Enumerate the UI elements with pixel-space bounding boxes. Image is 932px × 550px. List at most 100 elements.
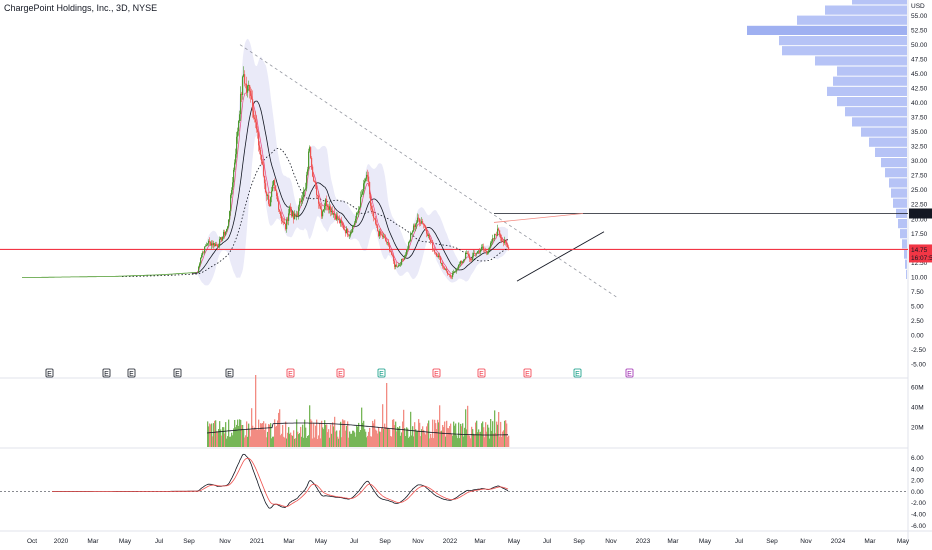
candle-body bbox=[331, 211, 333, 212]
candle-body bbox=[428, 234, 430, 237]
volume-bar bbox=[469, 435, 471, 447]
volume-bar bbox=[364, 429, 366, 447]
volume-bar bbox=[372, 420, 374, 447]
candle-body bbox=[216, 244, 218, 245]
volume-bar bbox=[283, 436, 285, 447]
volume-bar bbox=[297, 431, 299, 447]
candle-body bbox=[262, 161, 264, 165]
candle-body bbox=[357, 212, 359, 214]
candle-body bbox=[299, 201, 301, 207]
candle-body bbox=[420, 222, 422, 224]
volume-bar bbox=[426, 426, 428, 447]
candle-body bbox=[438, 255, 440, 257]
volume-bar bbox=[313, 422, 315, 447]
volume-bar bbox=[434, 419, 436, 447]
candle-body bbox=[426, 229, 428, 234]
candle-body bbox=[208, 240, 210, 244]
volume-bar bbox=[476, 420, 478, 447]
candle-body bbox=[459, 263, 461, 265]
volume-bar bbox=[292, 435, 294, 447]
volume-bar bbox=[290, 432, 292, 447]
volume-profile-bar bbox=[861, 127, 907, 137]
volume-bar bbox=[444, 421, 446, 447]
volume-bar bbox=[295, 438, 297, 447]
volume-bar bbox=[232, 435, 234, 447]
moving-average-solid bbox=[191, 100, 509, 274]
candle-body bbox=[416, 222, 418, 225]
candle-body bbox=[330, 206, 332, 212]
volume-bar bbox=[391, 436, 393, 447]
volume-profile-bar bbox=[845, 107, 907, 117]
volume-bar bbox=[451, 433, 453, 447]
candle-body bbox=[207, 243, 209, 245]
candle-body bbox=[392, 254, 394, 256]
volume-bar bbox=[210, 424, 212, 447]
volume-bar bbox=[353, 430, 355, 447]
volume-bar bbox=[437, 419, 439, 447]
candle-body bbox=[467, 253, 469, 254]
candle-body bbox=[225, 231, 227, 235]
time-tick-label: 2022 bbox=[443, 538, 458, 545]
volume-bar bbox=[278, 412, 280, 447]
candle-body bbox=[341, 220, 343, 224]
time-tick-label: 2024 bbox=[831, 538, 846, 545]
volume-bar bbox=[374, 419, 376, 447]
volume-bar bbox=[457, 438, 459, 447]
time-tick-label: Sep bbox=[573, 538, 585, 545]
price-tick-label: 2.50 bbox=[911, 318, 924, 325]
volume-bar bbox=[369, 427, 371, 447]
volume-bar bbox=[379, 431, 381, 447]
volume-bar bbox=[484, 437, 486, 447]
candle-body bbox=[371, 205, 373, 209]
volume-bar bbox=[366, 437, 368, 447]
candle-body bbox=[498, 228, 500, 231]
candle-body bbox=[472, 255, 474, 260]
volume-bar bbox=[455, 423, 457, 447]
time-tick-label: Jul bbox=[543, 538, 552, 545]
volume-bar bbox=[252, 425, 254, 447]
volume-bar bbox=[347, 421, 349, 447]
candle-body bbox=[230, 195, 232, 212]
volume-bar bbox=[387, 428, 389, 447]
candle-body bbox=[257, 129, 259, 133]
price-tick-label: 27.50 bbox=[911, 173, 928, 180]
volume-bar bbox=[498, 412, 500, 447]
volume-bar bbox=[470, 438, 472, 447]
volume-bar bbox=[244, 437, 246, 447]
volume-bar bbox=[245, 435, 247, 447]
volume-bar bbox=[500, 421, 502, 447]
candle-body bbox=[337, 215, 339, 220]
candle-body bbox=[251, 95, 253, 100]
volume-profile-bar bbox=[889, 178, 907, 188]
volume-bar bbox=[273, 436, 275, 447]
volume-bar bbox=[499, 436, 501, 447]
volume-bar bbox=[342, 419, 344, 447]
volume-bar bbox=[392, 419, 394, 447]
volume-bar bbox=[336, 430, 338, 447]
candle-body bbox=[362, 191, 364, 195]
volume-bar bbox=[365, 431, 367, 447]
volume-bar bbox=[271, 438, 273, 447]
volume-bar bbox=[479, 432, 481, 447]
volume-bar bbox=[303, 437, 305, 447]
volume-bar bbox=[376, 430, 378, 447]
volume-bar bbox=[401, 432, 403, 447]
volume-bar bbox=[393, 419, 395, 447]
volume-bar bbox=[458, 422, 460, 447]
candle-body bbox=[439, 255, 441, 258]
volume-bar bbox=[370, 436, 372, 447]
candle-body bbox=[431, 241, 433, 243]
volume-tick-label: 40M bbox=[911, 404, 924, 411]
candle-body bbox=[301, 199, 303, 202]
volume-bar bbox=[325, 424, 327, 447]
candle-body bbox=[410, 234, 412, 242]
candle-body bbox=[470, 259, 472, 260]
candle-body bbox=[340, 220, 342, 223]
volume-bar bbox=[328, 429, 330, 447]
volume-profile-bar bbox=[747, 25, 907, 35]
last-price-tag bbox=[909, 244, 932, 263]
candle-body bbox=[198, 266, 200, 273]
candle-body bbox=[494, 234, 496, 239]
volume-bar bbox=[398, 428, 400, 447]
